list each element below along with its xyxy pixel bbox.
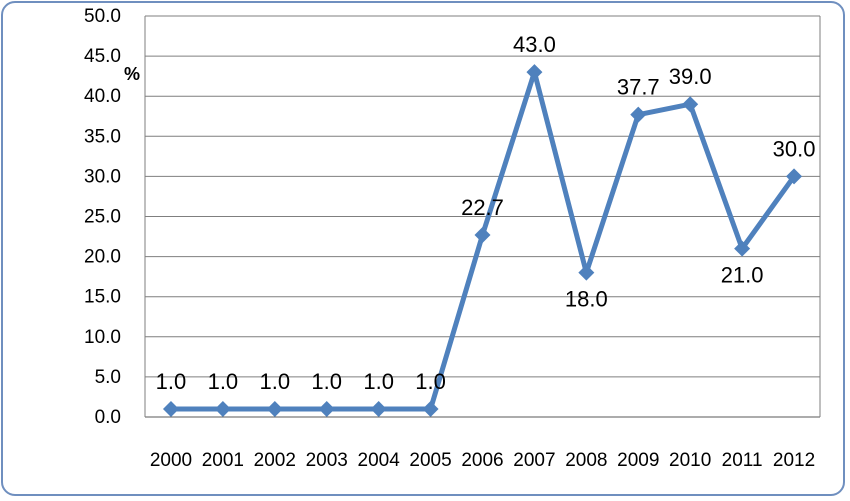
data-label: 1.0 <box>415 369 446 394</box>
data-point-marker <box>682 96 699 113</box>
x-tick-label: 2009 <box>617 450 659 471</box>
x-tick-label: 2008 <box>565 450 607 471</box>
y-axis-ticks: 0.0 5.0 10.0 15.0 20.0 25.0 30.0 35.0 40.0 45.0 50… <box>84 6 121 428</box>
x-tick-label: 2002 <box>254 450 296 471</box>
data-point-marker <box>422 400 439 417</box>
data-label: 18.0 <box>565 287 608 312</box>
x-tick-label: 2010 <box>669 450 711 471</box>
y-tick-label: 20.0 <box>84 247 121 268</box>
data-point-marker <box>630 106 647 123</box>
data-label: 1.0 <box>311 369 342 394</box>
data-label: 1.0 <box>260 369 291 394</box>
x-tick-label: 2006 <box>461 450 503 471</box>
data-labels: 1.0 1.0 1.0 1.0 1.0 1.0 22.7 43.0 18.0 37.7 39.0 21… <box>156 32 816 394</box>
data-label: 43.0 <box>513 32 556 57</box>
data-label: 1.0 <box>208 369 239 394</box>
x-axis-ticks: 2000 2001 2002 2003 2004 2005 2006 2007 2008 2009… <box>150 450 815 471</box>
data-point-marker <box>578 264 595 281</box>
x-tick-label: 2004 <box>358 450 401 471</box>
x-tick-label: 2005 <box>409 450 451 471</box>
data-point-marker <box>734 240 751 257</box>
x-tick-label: 2003 <box>306 450 348 471</box>
data-label: 37.7 <box>617 75 660 100</box>
x-tick-label: 2007 <box>513 450 555 471</box>
data-point-marker <box>266 400 283 417</box>
data-point-marker <box>474 226 491 243</box>
y-tick-label: 40.0 <box>84 86 121 107</box>
y-tick-label: 5.0 <box>95 367 121 388</box>
y-tick-label: 45.0 <box>84 46 121 67</box>
y-tick-label: 35.0 <box>84 126 121 147</box>
data-label: 21.0 <box>721 263 764 288</box>
y-tick-label: 0.0 <box>95 407 121 428</box>
data-point-marker <box>370 400 387 417</box>
data-label: 1.0 <box>363 369 394 394</box>
data-point-marker <box>786 168 803 185</box>
x-tick-label: 2012 <box>773 450 815 471</box>
data-label: 30.0 <box>773 136 816 161</box>
data-point-marker <box>526 64 543 81</box>
y-tick-label: 30.0 <box>84 166 121 187</box>
y-axis-unit-label: % <box>124 64 140 84</box>
data-point-marker <box>318 400 335 417</box>
data-point-marker <box>214 400 231 417</box>
data-label: 39.0 <box>669 64 712 89</box>
x-tick-label: 2011 <box>722 450 763 471</box>
data-label: 22.7 <box>461 195 504 220</box>
y-tick-label: 25.0 <box>84 207 121 228</box>
x-tick-label: 2000 <box>150 450 192 471</box>
y-tick-label: 15.0 <box>84 287 121 308</box>
series-markers <box>162 64 803 417</box>
y-tick-label: 10.0 <box>84 327 121 348</box>
data-label: 1.0 <box>156 369 187 394</box>
gridlines <box>144 15 821 418</box>
data-point-marker <box>162 400 179 417</box>
y-tick-label: 50.0 <box>84 6 121 27</box>
x-tick-label: 2001 <box>202 450 244 471</box>
